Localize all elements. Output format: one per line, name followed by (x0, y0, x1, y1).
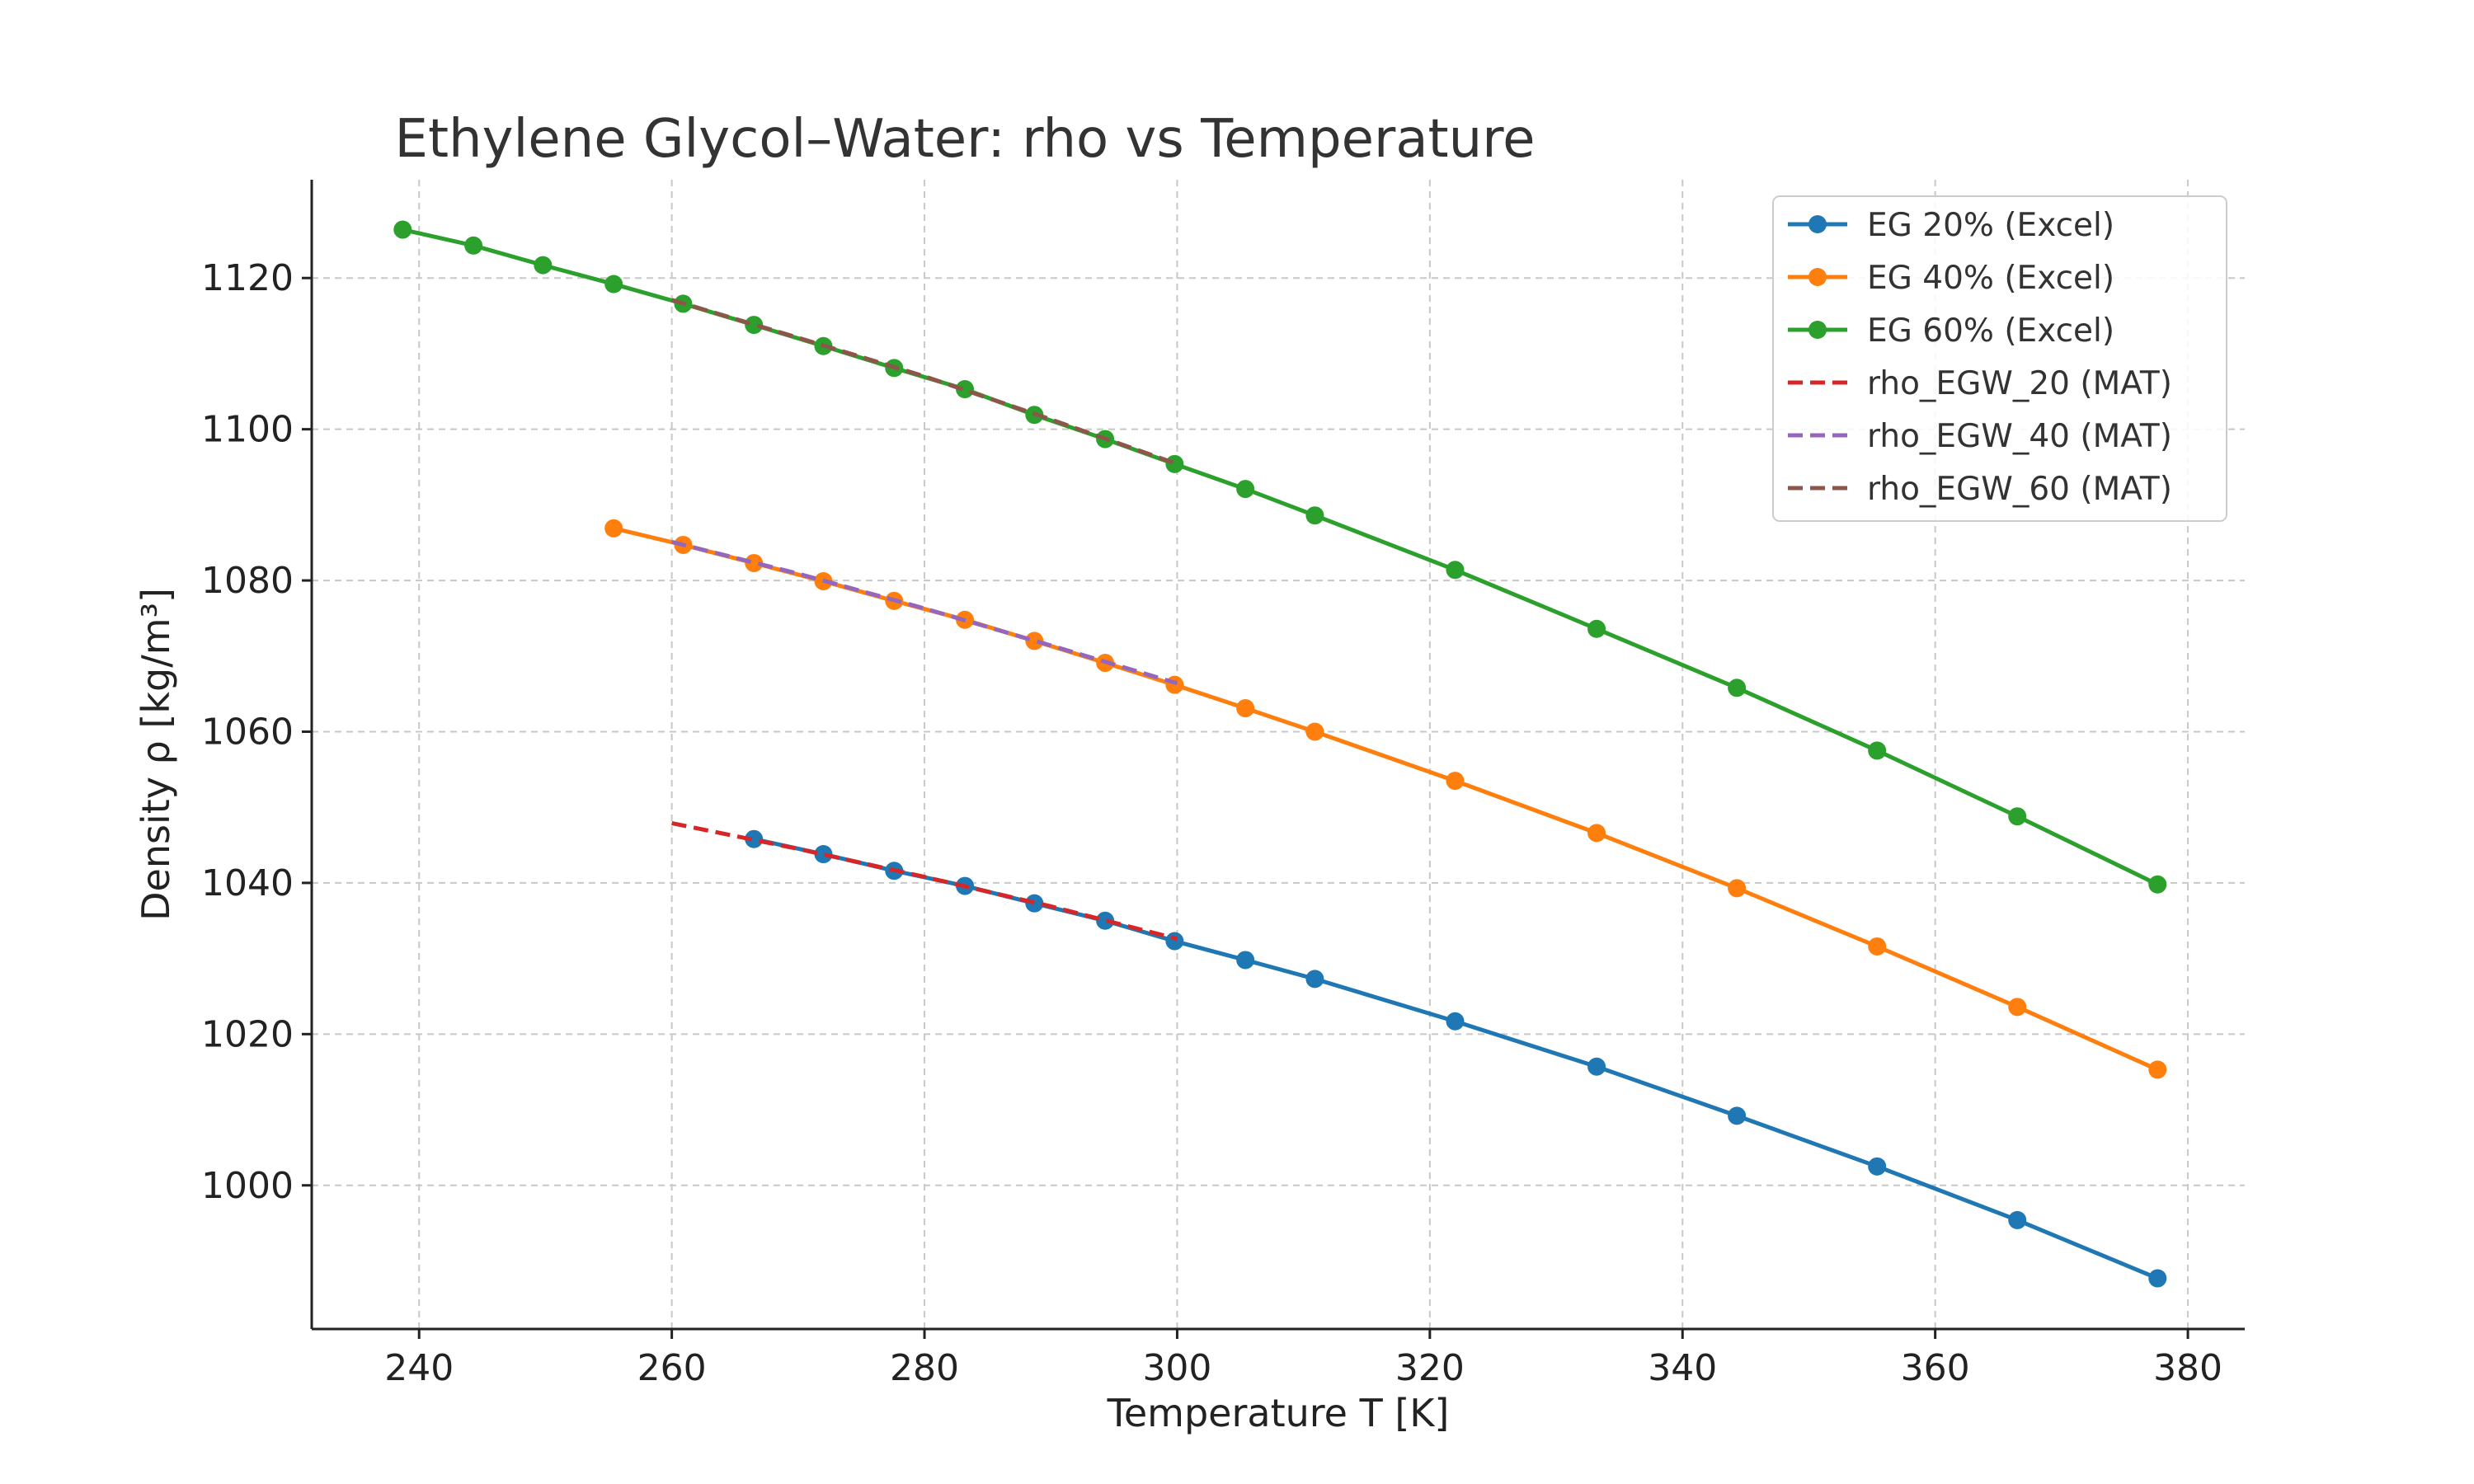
data-point (2008, 807, 2027, 826)
data-point (1868, 741, 1887, 760)
chart-title: Ethylene Glycol–Water: rho vs Temperatur… (395, 109, 1536, 170)
data-point (1446, 1012, 1465, 1031)
legend: EG 20% (Excel) EG 40% (Excel) EG 60% (Exce… (1772, 195, 2227, 522)
data-point (464, 236, 483, 255)
data-point (1446, 561, 1465, 580)
series-line (402, 228, 2159, 886)
data-point (1587, 824, 1606, 843)
x-tick-label: 320 (1395, 1347, 1465, 1389)
x-ticks: 240 260 280 300 320 340 360 380 (384, 1329, 2222, 1389)
data-point (814, 845, 833, 864)
data-point (604, 275, 623, 294)
x-tick-label: 240 (384, 1347, 454, 1389)
data-point (2148, 1060, 2167, 1079)
legend-item: rho_EGW_40 (MAT) (1788, 418, 2172, 455)
legend-item: rho_EGW_20 (MAT) (1788, 365, 2172, 402)
data-point (1728, 879, 1747, 898)
data-point (1165, 454, 1184, 473)
data-point (1868, 937, 1887, 956)
axes (310, 180, 2245, 1331)
y-axis-title: Density ρ [kg/m³] (134, 588, 178, 921)
data-point (1305, 970, 1324, 989)
data-point (1587, 619, 1606, 638)
data-point (1305, 506, 1324, 525)
series-eg-40-excel (604, 519, 2167, 1079)
data-point (1165, 675, 1184, 694)
legend-marker (1808, 268, 1827, 286)
legend-marker (1808, 321, 1827, 339)
data-point (2008, 1210, 2027, 1229)
data-point (1236, 699, 1255, 718)
legend-label: rho_EGW_40 (MAT) (1867, 418, 2172, 455)
x-tick-label: 380 (2153, 1347, 2222, 1389)
legend-item: rho_EGW_60 (MAT) (1788, 471, 2172, 508)
x-tick-label: 340 (1648, 1347, 1717, 1389)
data-point (2148, 875, 2167, 894)
y-tick-label: 1040 (201, 862, 294, 904)
data-point (1025, 632, 1044, 650)
data-point (604, 519, 623, 538)
data-point (393, 220, 412, 239)
plot-series (393, 220, 2167, 1288)
data-point (1165, 932, 1184, 951)
legend-label: EG 60% (Excel) (1867, 312, 2114, 350)
data-point (534, 256, 553, 275)
data-point (1446, 772, 1465, 791)
data-point (745, 316, 764, 335)
data-point (1236, 480, 1255, 499)
legend-label: EG 20% (Excel) (1867, 207, 2114, 244)
data-point (2008, 998, 2027, 1017)
data-point (1728, 1106, 1747, 1125)
x-tick-label: 300 (1142, 1347, 1211, 1389)
data-point (1305, 722, 1324, 741)
data-point (1236, 951, 1255, 970)
x-tick-label: 360 (1901, 1347, 1970, 1389)
y-tick-label: 1100 (201, 409, 294, 451)
data-point (745, 829, 764, 848)
legend-label: EG 40% (Excel) (1867, 260, 2114, 297)
series-line (671, 539, 1178, 686)
x-axis-title: Temperature T [K] (1107, 1391, 1450, 1435)
legend-frame (1772, 195, 2227, 522)
legend-item: EG 60% (Excel) (1788, 312, 2114, 350)
data-point (1868, 1157, 1887, 1176)
x-tick-label: 280 (890, 1347, 959, 1389)
y-tick-label: 1000 (201, 1165, 294, 1207)
data-point (1587, 1057, 1606, 1076)
y-ticks: 1000 1020 1040 1060 1080 1100 1120 (201, 257, 312, 1207)
series-rho-egw-40-mat (671, 539, 1178, 686)
series-line (671, 821, 1178, 942)
series-eg-20-excel (745, 829, 2167, 1288)
data-point (2148, 1269, 2167, 1288)
data-point (1096, 911, 1115, 930)
data-point (745, 553, 764, 572)
x-tick-label: 260 (637, 1347, 707, 1389)
y-tick-label: 1080 (201, 560, 294, 602)
y-tick-label: 1020 (201, 1013, 294, 1055)
legend-label: rho_EGW_60 (MAT) (1867, 471, 2172, 508)
y-tick-label: 1120 (201, 257, 294, 299)
data-point (1025, 894, 1044, 913)
y-tick-label: 1060 (201, 711, 294, 753)
legend-marker (1808, 215, 1827, 233)
legend-item: EG 40% (Excel) (1788, 260, 2114, 297)
data-point (1728, 679, 1747, 697)
legend-label: rho_EGW_20 (MAT) (1867, 365, 2172, 402)
legend-item: EG 20% (Excel) (1788, 207, 2114, 244)
series-rho-egw-20-mat (671, 821, 1178, 942)
